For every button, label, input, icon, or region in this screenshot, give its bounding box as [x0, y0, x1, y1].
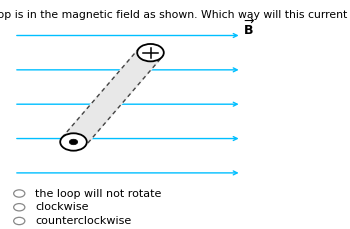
Circle shape: [60, 133, 87, 151]
Text: $\overrightarrow{\mathbf{B}}$: $\overrightarrow{\mathbf{B}}$: [243, 17, 256, 38]
Text: the loop will not rotate: the loop will not rotate: [35, 188, 161, 199]
Polygon shape: [62, 48, 162, 146]
Text: clockwise: clockwise: [35, 202, 89, 212]
Circle shape: [69, 139, 78, 145]
Text: A current loop is in the magnetic field as shown. Which way will this current lo: A current loop is in the magnetic field …: [0, 10, 350, 20]
Text: counterclockwise: counterclockwise: [35, 216, 131, 226]
Circle shape: [137, 44, 164, 61]
